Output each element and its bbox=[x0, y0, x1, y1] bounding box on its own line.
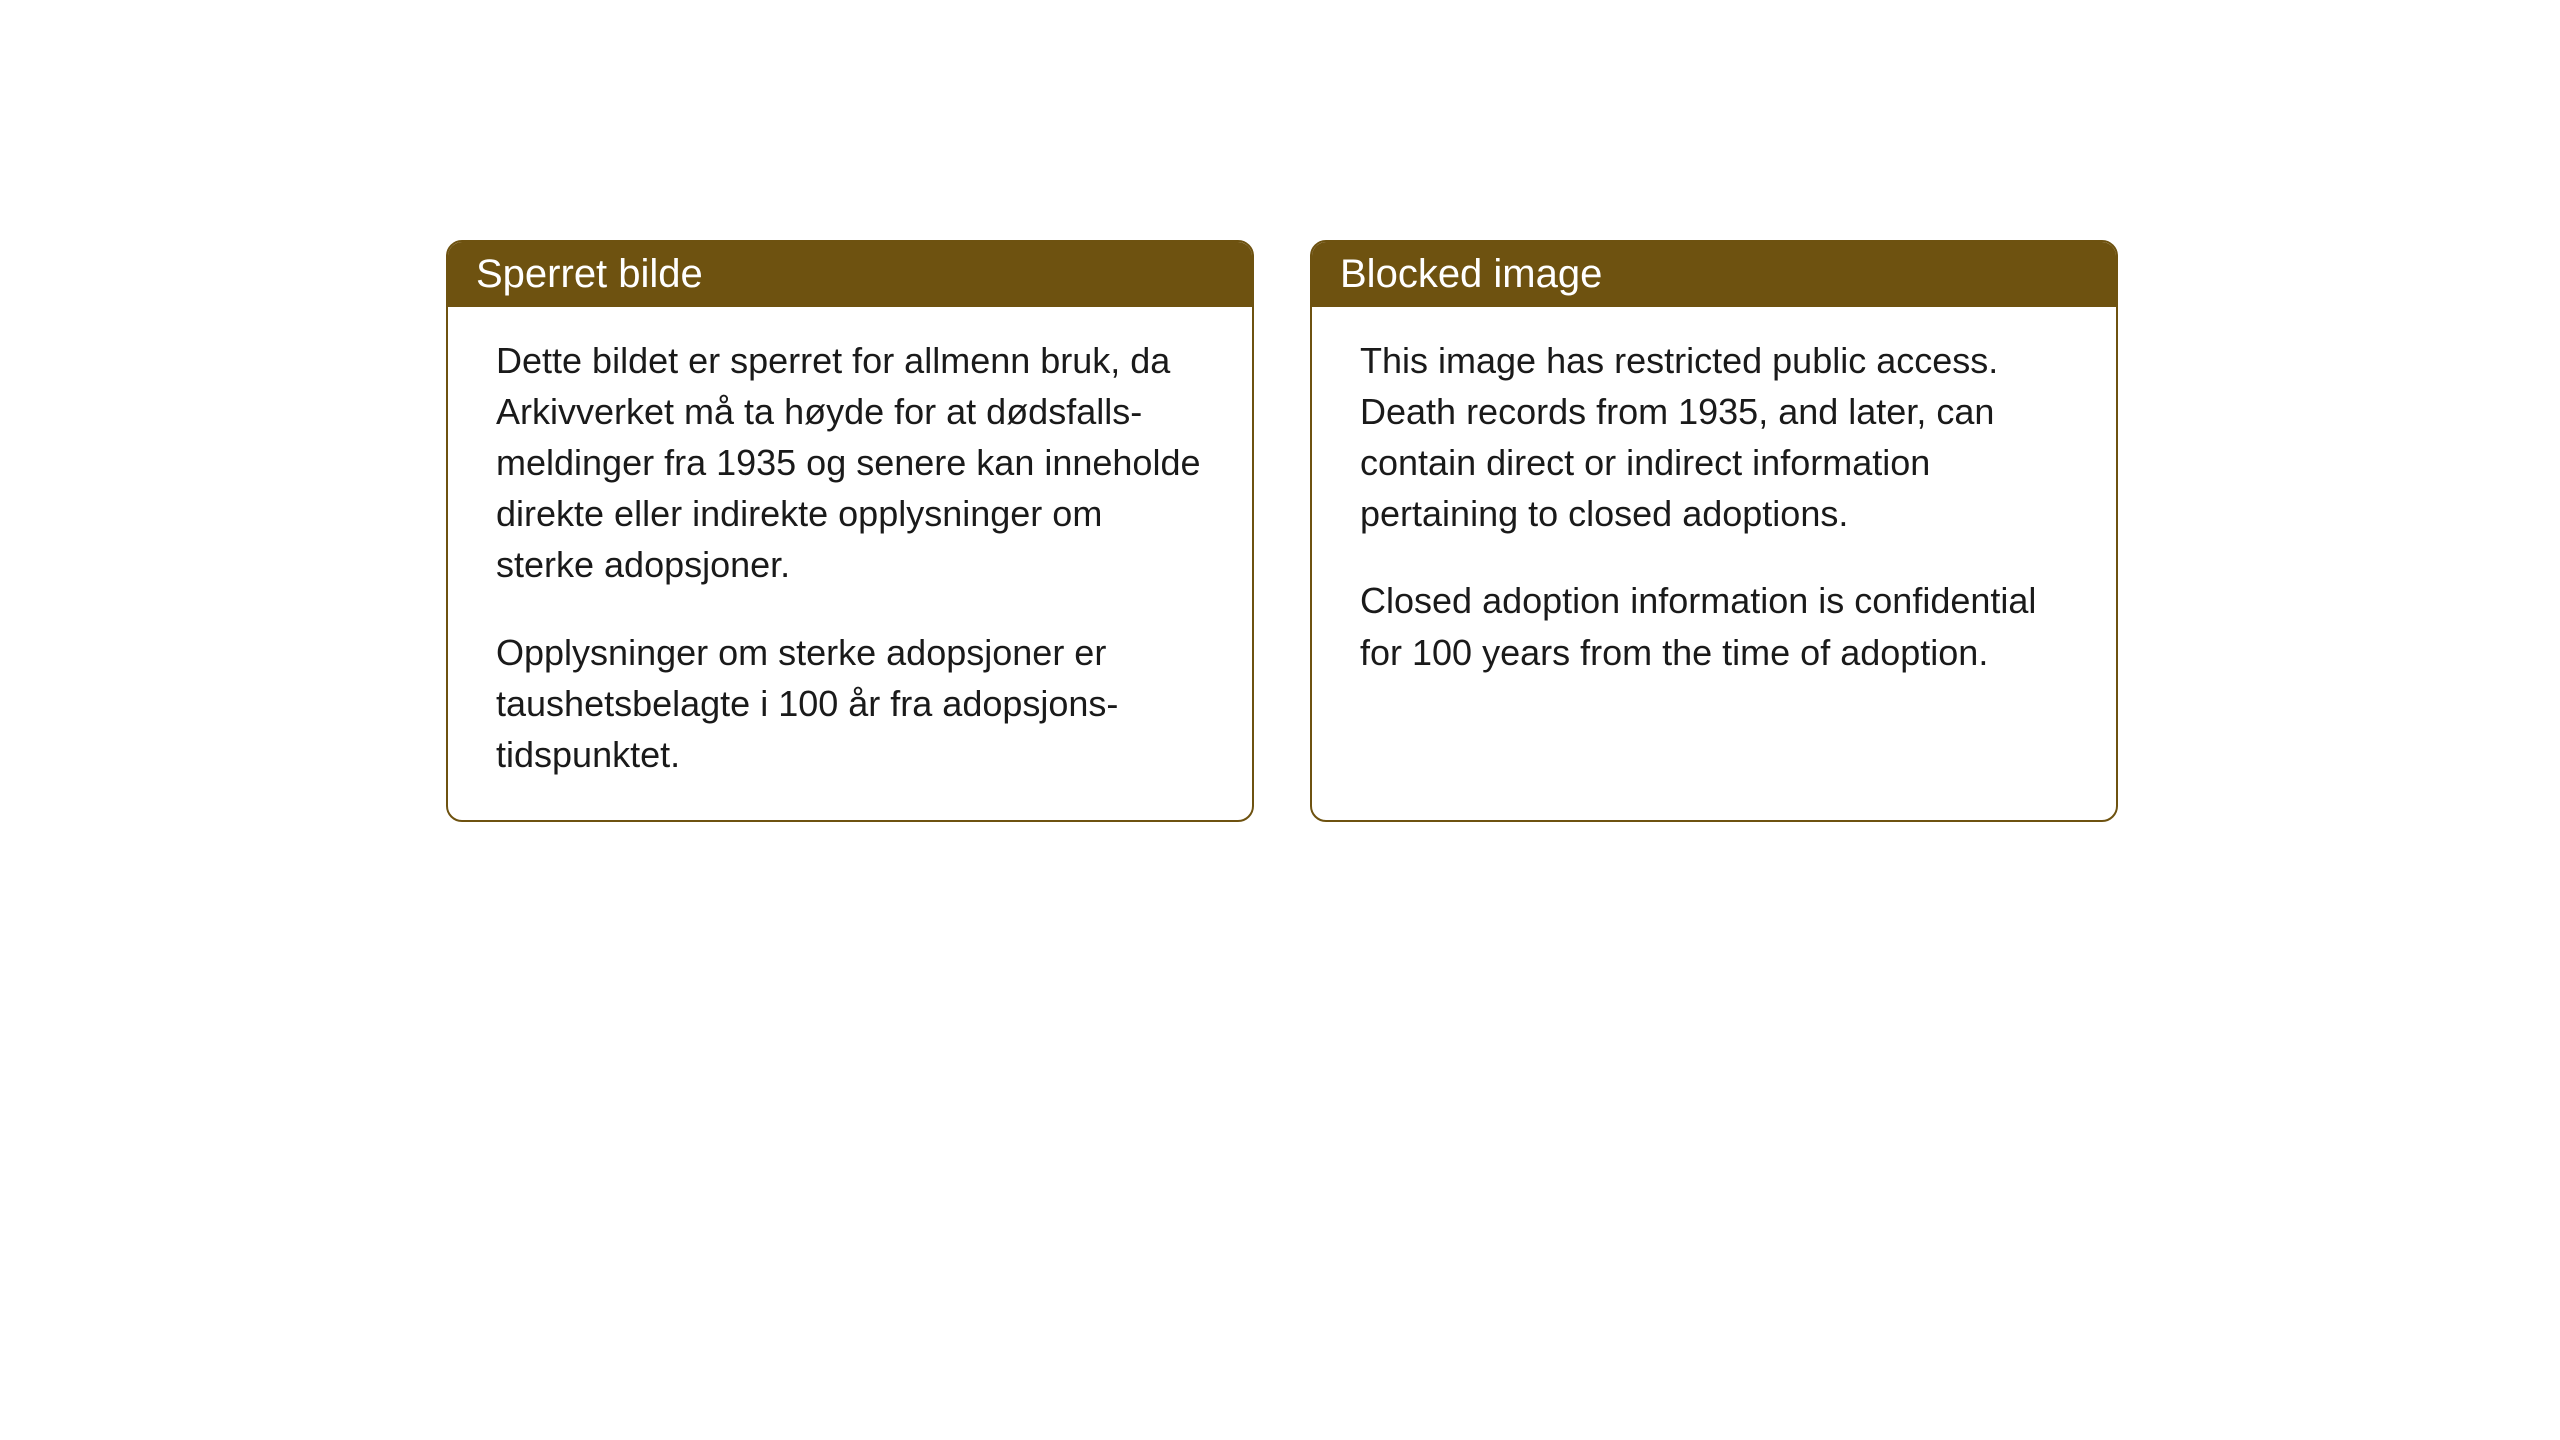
notice-card-english: Blocked image This image has restricted … bbox=[1310, 240, 2118, 822]
card-paragraph-2-norwegian: Opplysninger om sterke adopsjoner er tau… bbox=[496, 627, 1204, 780]
notice-cards-container: Sperret bilde Dette bildet er sperret fo… bbox=[446, 240, 2118, 822]
card-body-norwegian: Dette bildet er sperret for allmenn bruk… bbox=[448, 307, 1252, 820]
card-body-english: This image has restricted public access.… bbox=[1312, 307, 2116, 718]
card-title-english: Blocked image bbox=[1340, 252, 1602, 296]
notice-card-norwegian: Sperret bilde Dette bildet er sperret fo… bbox=[446, 240, 1254, 822]
card-paragraph-1-english: This image has restricted public access.… bbox=[1360, 335, 2068, 539]
card-header-norwegian: Sperret bilde bbox=[448, 242, 1252, 307]
card-title-norwegian: Sperret bilde bbox=[476, 252, 703, 296]
card-paragraph-1-norwegian: Dette bildet er sperret for allmenn bruk… bbox=[496, 335, 1204, 591]
card-paragraph-2-english: Closed adoption information is confident… bbox=[1360, 575, 2068, 677]
card-header-english: Blocked image bbox=[1312, 242, 2116, 307]
